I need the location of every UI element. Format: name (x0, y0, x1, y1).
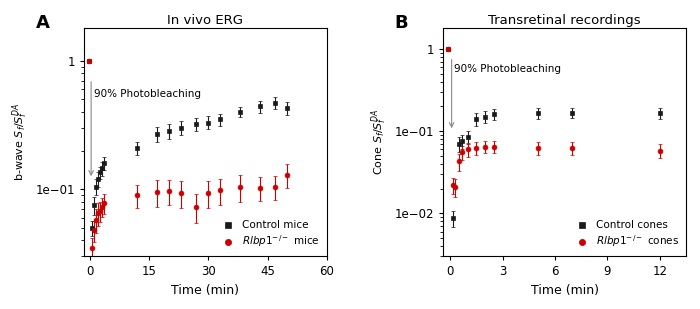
Legend: Control cones, $Rlbp1^{-/-}$ cones: Control cones, $Rlbp1^{-/-}$ cones (570, 218, 681, 251)
Legend: Control mice, $Rlbp1^{-/-}$ mice: Control mice, $Rlbp1^{-/-}$ mice (216, 218, 321, 251)
Title: In vivo ERG: In vivo ERG (167, 14, 244, 27)
Title: Transretinal recordings: Transretinal recordings (489, 14, 641, 27)
Text: A: A (36, 14, 49, 32)
Y-axis label: Cone $S_f/S_f^{DA}$: Cone $S_f/S_f^{DA}$ (370, 109, 389, 176)
Text: 90% Photobleaching: 90% Photobleaching (94, 89, 201, 99)
X-axis label: Time (min): Time (min) (531, 284, 598, 297)
Text: B: B (395, 14, 408, 32)
Y-axis label: b-wave $S_f/S_f^{DA}$: b-wave $S_f/S_f^{DA}$ (10, 103, 30, 181)
X-axis label: Time (min): Time (min) (172, 284, 239, 297)
Text: 90% Photobleaching: 90% Photobleaching (454, 64, 561, 74)
